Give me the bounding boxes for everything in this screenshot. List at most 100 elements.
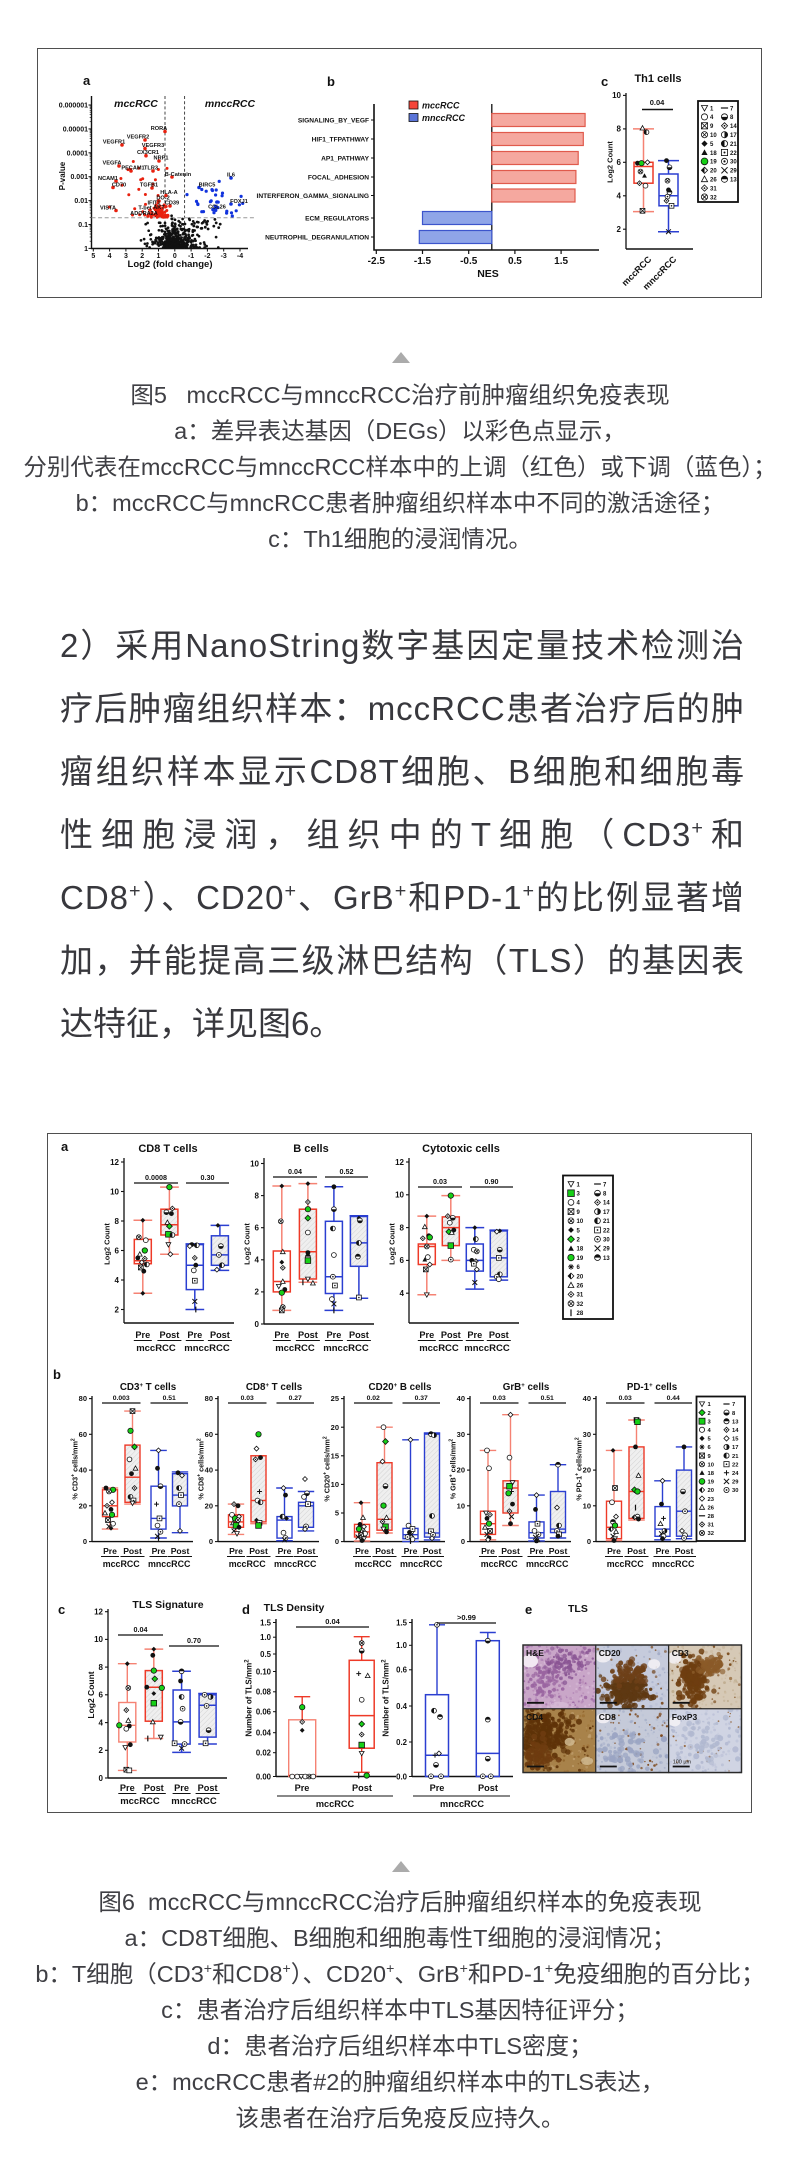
svg-text:1.5: 1.5: [396, 1618, 408, 1627]
svg-text:IFIT1: IFIT1: [147, 201, 160, 207]
svg-text:0.6: 0.6: [396, 1666, 408, 1675]
svg-text:CD8+ T cells: CD8+ T cells: [246, 1382, 303, 1393]
svg-text:Pre: Pre: [656, 1546, 670, 1556]
svg-text:0.03: 0.03: [433, 1177, 447, 1186]
svg-text:0.00001: 0.00001: [63, 126, 88, 133]
svg-text:Post: Post: [349, 1330, 369, 1340]
svg-text:4: 4: [99, 1718, 104, 1727]
svg-text:20: 20: [457, 1466, 465, 1475]
svg-text:VEGFR3: VEGFR3: [142, 143, 164, 149]
svg-text:b: b: [327, 74, 335, 89]
svg-text:CD8 T cells: CD8 T cells: [138, 1143, 197, 1155]
svg-text:12: 12: [395, 1158, 404, 1167]
svg-text:18: 18: [577, 1247, 584, 1253]
svg-text:CD3: CD3: [672, 1648, 689, 1658]
svg-text:TLR3: TLR3: [144, 166, 158, 172]
svg-text:mccRCC: mccRCC: [355, 1559, 393, 1569]
svg-text:mnccRCC: mnccRCC: [323, 1343, 369, 1354]
svg-text:22: 22: [732, 1462, 738, 1468]
svg-text:mccRCC: mccRCC: [114, 98, 158, 110]
svg-text:FOXJ1: FOXJ1: [230, 199, 248, 205]
svg-text:TLS Signature: TLS Signature: [132, 1599, 203, 1611]
svg-text:6: 6: [99, 1691, 104, 1700]
svg-text:Post: Post: [441, 1330, 461, 1340]
svg-text:15: 15: [732, 1437, 739, 1443]
svg-text:0.70: 0.70: [187, 1636, 201, 1645]
svg-text:mnccRCC: mnccRCC: [205, 98, 256, 110]
svg-text:0.51: 0.51: [163, 1395, 176, 1402]
svg-text:Post: Post: [352, 1783, 372, 1793]
svg-text:-0.5: -0.5: [460, 256, 478, 267]
svg-text:18: 18: [710, 151, 717, 157]
svg-text:1: 1: [577, 1182, 581, 1188]
svg-text:Pre: Pre: [481, 1546, 495, 1556]
svg-text:2: 2: [99, 1746, 104, 1755]
svg-text:24: 24: [732, 1471, 739, 1477]
svg-text:Post: Post: [123, 1546, 142, 1556]
svg-text:IL6: IL6: [227, 173, 235, 179]
svg-text:CD20+ B cells: CD20+ B cells: [369, 1382, 432, 1393]
svg-text:29: 29: [730, 169, 737, 175]
svg-text:FOCAL_ADHESION: FOCAL_ADHESION: [308, 174, 369, 181]
svg-text:4: 4: [108, 253, 112, 260]
svg-text:CD3+ T cells: CD3+ T cells: [120, 1382, 177, 1393]
svg-text:0.04: 0.04: [325, 1617, 340, 1626]
svg-text:Pre: Pre: [530, 1546, 544, 1556]
svg-text:INTERFERON_GAMMA_SIGNALING: INTERFERON_GAMMA_SIGNALING: [257, 193, 369, 200]
svg-text:3: 3: [708, 1419, 712, 1425]
svg-text:Post: Post: [675, 1546, 694, 1556]
svg-text:4: 4: [255, 1256, 260, 1265]
svg-text:40: 40: [79, 1466, 87, 1475]
svg-text:0.2: 0.2: [396, 1738, 408, 1747]
svg-text:60: 60: [79, 1430, 87, 1439]
svg-text:19: 19: [710, 160, 717, 166]
svg-text:1: 1: [708, 1402, 712, 1408]
svg-text:HLA-A: HLA-A: [160, 190, 177, 196]
svg-text:100 µm: 100 µm: [673, 1760, 692, 1766]
svg-text:8: 8: [617, 125, 622, 134]
svg-text:TGFB1: TGFB1: [140, 183, 158, 189]
svg-text:6: 6: [400, 1256, 405, 1265]
svg-text:mnccRCC: mnccRCC: [184, 1343, 230, 1354]
svg-text:RORA: RORA: [151, 126, 167, 132]
svg-text:Number of TLS/mm2: Number of TLS/mm2: [244, 1659, 253, 1737]
svg-text:10: 10: [94, 1635, 103, 1644]
svg-text:Pre: Pre: [135, 1330, 150, 1340]
svg-text:mccRCC: mccRCC: [120, 1796, 160, 1807]
svg-text:Log2 Count: Log2 Count: [243, 1223, 252, 1265]
svg-text:b: b: [53, 1367, 61, 1382]
svg-text:0.01: 0.01: [74, 198, 88, 205]
svg-text:4: 4: [115, 1276, 120, 1285]
svg-text:0.37: 0.37: [415, 1395, 428, 1402]
svg-text:2: 2: [708, 1411, 711, 1417]
svg-text:28: 28: [577, 1311, 584, 1317]
svg-text:2: 2: [617, 225, 622, 234]
svg-text:0.51: 0.51: [541, 1395, 554, 1402]
svg-text:VEGFR2: VEGFR2: [127, 135, 149, 141]
svg-text:c: c: [58, 1602, 65, 1617]
svg-text:8: 8: [732, 1411, 736, 1417]
svg-text:Pre: Pre: [404, 1546, 418, 1556]
svg-text:30: 30: [603, 1238, 610, 1244]
svg-text:20: 20: [708, 1488, 714, 1494]
svg-text:17: 17: [603, 1210, 610, 1216]
svg-text:CD70: CD70: [112, 183, 126, 189]
svg-text:Post: Post: [297, 1546, 316, 1556]
svg-text:PD-1+ cells: PD-1+ cells: [627, 1382, 678, 1393]
svg-text:40: 40: [583, 1394, 591, 1403]
svg-text:-2: -2: [204, 253, 210, 260]
svg-text:4: 4: [400, 1289, 405, 1298]
svg-text:>0.99: >0.99: [457, 1613, 476, 1622]
svg-text:23: 23: [708, 1497, 715, 1503]
svg-text:40: 40: [205, 1466, 213, 1475]
svg-text:5: 5: [577, 1228, 581, 1234]
svg-text:9: 9: [710, 124, 714, 130]
svg-text:0.00: 0.00: [256, 1772, 272, 1781]
svg-text:Pre: Pre: [187, 1330, 202, 1340]
svg-text:0.003: 0.003: [113, 1395, 130, 1402]
svg-text:Pre: Pre: [607, 1546, 621, 1556]
svg-text:0.10: 0.10: [256, 1667, 272, 1676]
svg-text:B-Catenin: B-Catenin: [165, 172, 192, 178]
svg-text:2: 2: [255, 1288, 260, 1297]
svg-text:Log2 (fold change): Log2 (fold change): [128, 259, 213, 270]
